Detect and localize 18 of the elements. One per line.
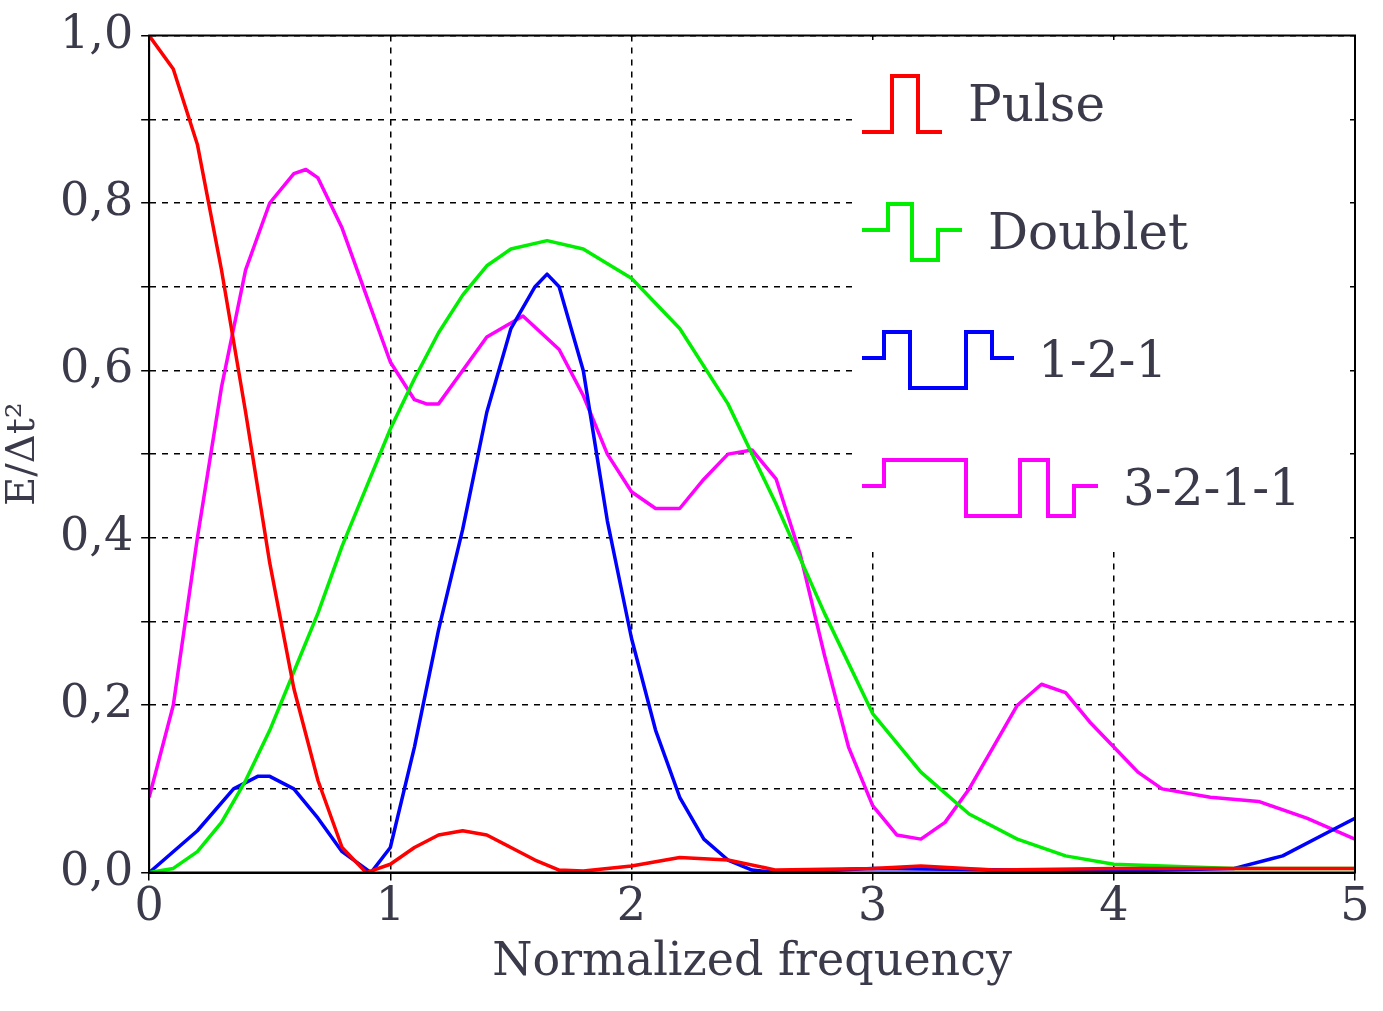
y-tick-label: 0,6 <box>60 339 134 394</box>
x-tick-label: 2 <box>616 877 647 932</box>
legend-label: 1-2-1 <box>1038 331 1168 389</box>
y-axis-title: E/Δt² <box>0 402 44 506</box>
legend-label: Pulse <box>968 75 1106 133</box>
x-axis-title: Normalized frequency <box>492 932 1012 987</box>
x-tick-label: 4 <box>1099 877 1129 932</box>
y-tick-label: 1,0 <box>60 4 134 59</box>
y-tick-label: 0,0 <box>60 841 134 896</box>
legend-label: Doublet <box>988 203 1189 261</box>
legend-label: 3-2-1-1 <box>1123 459 1301 517</box>
x-tick-label: 3 <box>858 877 888 932</box>
x-tick-label: 5 <box>1340 877 1370 932</box>
x-tick-label: 0 <box>134 877 164 932</box>
y-tick-label: 0,4 <box>60 506 134 561</box>
x-tick-label: 1 <box>375 877 405 932</box>
y-tick-label: 0,2 <box>60 674 134 729</box>
y-tick-label: 0,8 <box>60 171 134 226</box>
